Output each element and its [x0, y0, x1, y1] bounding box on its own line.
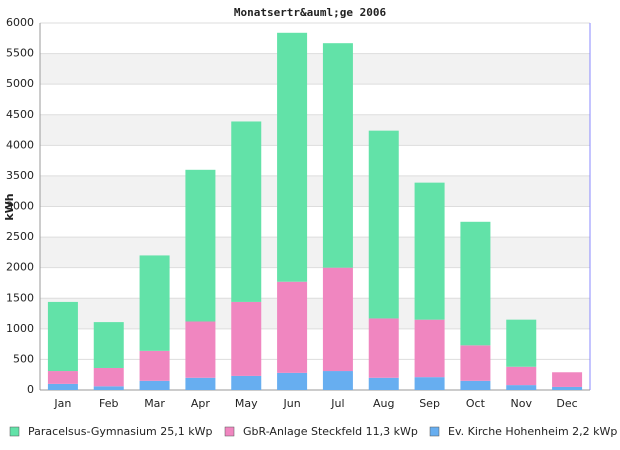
- bar-segment: [139, 350, 170, 381]
- legend-swatch: [429, 426, 440, 437]
- y-tick-label: 1500: [6, 291, 34, 304]
- bar-segment: [322, 371, 353, 390]
- bar-segment: [322, 43, 353, 268]
- y-tick-label: 3500: [6, 169, 34, 182]
- bar-segment: [414, 182, 445, 320]
- bar-segment: [368, 130, 399, 319]
- bar-segment: [93, 367, 124, 387]
- bar-segment: [368, 377, 399, 390]
- legend-swatch: [9, 426, 20, 437]
- bar-segment: [460, 345, 491, 381]
- bar-segment: [185, 169, 216, 322]
- bar-segment: [414, 377, 445, 390]
- bar-segment: [506, 385, 537, 390]
- y-tick-label: 2500: [6, 230, 34, 243]
- y-tick-label: 4000: [6, 138, 34, 151]
- bar-segment: [47, 371, 78, 384]
- bar-segment: [460, 221, 491, 346]
- y-tick-label: 3000: [6, 200, 34, 213]
- bar-segment: [277, 281, 308, 373]
- bar-segment: [322, 267, 353, 372]
- bar-segment: [506, 319, 537, 367]
- x-tick-label: Sep: [419, 397, 440, 410]
- bar-segment: [93, 386, 124, 390]
- y-tick-label: 5500: [6, 47, 34, 60]
- x-tick-label: Feb: [99, 397, 118, 410]
- legend-label: Paracelsus-Gymnasium 25,1 kWp: [28, 425, 212, 438]
- bar-segment: [93, 322, 124, 368]
- legend-label: GbR-Anlage Steckfeld 11,3 kWp: [243, 425, 418, 438]
- bar-segment: [185, 321, 216, 378]
- y-tick-label: 1000: [6, 322, 34, 335]
- x-tick-label: Jul: [330, 397, 344, 410]
- y-tick-label: 2000: [6, 261, 34, 274]
- x-tick-label: Aug: [373, 397, 394, 410]
- bar-segment: [552, 386, 583, 390]
- bar-segment: [47, 301, 78, 372]
- bar-segment: [506, 366, 537, 386]
- legend-label: Ev. Kirche Hohenheim 2,2 kWp: [448, 425, 617, 438]
- grid-band: [40, 237, 590, 268]
- y-axis-label: kWh: [3, 193, 16, 220]
- x-tick-label: Jun: [282, 397, 300, 410]
- x-tick-label: Jan: [53, 397, 71, 410]
- y-tick-label: 4500: [6, 108, 34, 121]
- bar-segment: [231, 121, 262, 302]
- bar-segment: [277, 372, 308, 390]
- x-tick-label: Dec: [556, 397, 577, 410]
- grid-band: [40, 298, 590, 329]
- grid-band: [40, 175, 590, 207]
- grid-band: [40, 114, 590, 146]
- bar-segment: [139, 380, 170, 390]
- bar-segment: [414, 319, 445, 378]
- bar-segment: [185, 377, 216, 390]
- bar-segment: [139, 255, 170, 351]
- bar-segment: [368, 318, 399, 378]
- y-tick-label: 5000: [6, 77, 34, 90]
- x-tick-label: Oct: [466, 397, 486, 410]
- bar-segment: [460, 380, 491, 390]
- bar-segment: [231, 301, 262, 376]
- y-tick-label: 6000: [6, 16, 34, 29]
- x-tick-label: Nov: [511, 397, 533, 410]
- grid-band: [40, 53, 590, 85]
- bar-segment: [231, 375, 262, 390]
- chart-title: Monatsertr&auml;ge 2006: [234, 6, 387, 19]
- bar-segment: [552, 372, 583, 387]
- bar-segment: [277, 32, 308, 282]
- bar-segment: [47, 383, 78, 390]
- x-tick-label: Apr: [191, 397, 211, 410]
- x-tick-label: May: [235, 397, 258, 410]
- y-tick-label: 500: [13, 352, 34, 365]
- y-tick-label: 0: [27, 383, 34, 396]
- x-tick-label: Mar: [144, 397, 165, 410]
- legend-swatch: [224, 426, 235, 437]
